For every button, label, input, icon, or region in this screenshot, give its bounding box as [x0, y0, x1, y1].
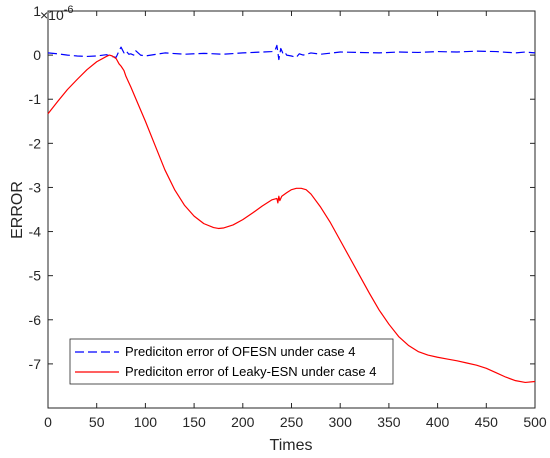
- y-axis-label: ERROR: [9, 181, 26, 239]
- x-axis-label: Times: [270, 437, 313, 454]
- y-tick-label: -2: [29, 135, 42, 151]
- legend-label-ofesn: Prediciton error of OFESN under case 4: [125, 344, 356, 359]
- x-tick-label: 50: [89, 414, 105, 430]
- x-tick-label: 500: [523, 414, 547, 430]
- y-tick-label: 1: [33, 3, 41, 19]
- x-tick-label: 300: [329, 414, 353, 430]
- ticks: 0 50 100 150 200 250 300 350 400 450 500 -7 -6 -5 -4 -3…: [29, 3, 547, 430]
- x-tick-label: 150: [182, 414, 206, 430]
- y-tick-label: -7: [29, 356, 42, 372]
- x-tick-label: 350: [377, 414, 401, 430]
- y-tick-label: 0: [33, 47, 41, 63]
- legend-box: [69, 338, 394, 385]
- y-tick-label: -4: [29, 224, 42, 240]
- x-tick-label: 0: [44, 414, 52, 430]
- x-tick-label: 450: [475, 414, 499, 430]
- y-tick-label: -6: [29, 312, 42, 328]
- y-tick-label: -3: [29, 179, 42, 195]
- series-line-ofesn: [47, 44, 536, 61]
- x-tick-label: 200: [231, 414, 255, 430]
- y-tick-label: -1: [29, 91, 42, 107]
- x-tick-label: 100: [134, 414, 158, 430]
- series-layer: [47, 44, 536, 384]
- y-axis-exponent-base: ×10: [40, 7, 64, 23]
- y-axis-exponent: ×10-6: [40, 4, 74, 23]
- legend-label-leaky-esn: Prediciton error of Leaky-ESN under case…: [125, 364, 376, 379]
- series-line-leaky-esn: [47, 54, 536, 384]
- y-tick-label: -5: [29, 268, 42, 284]
- y-axis-exponent-power: -6: [64, 4, 74, 16]
- x-tick-label: 250: [280, 414, 304, 430]
- x-tick-label: 400: [426, 414, 450, 430]
- legend: Prediciton error of OFESN under case 4 P…: [69, 338, 394, 385]
